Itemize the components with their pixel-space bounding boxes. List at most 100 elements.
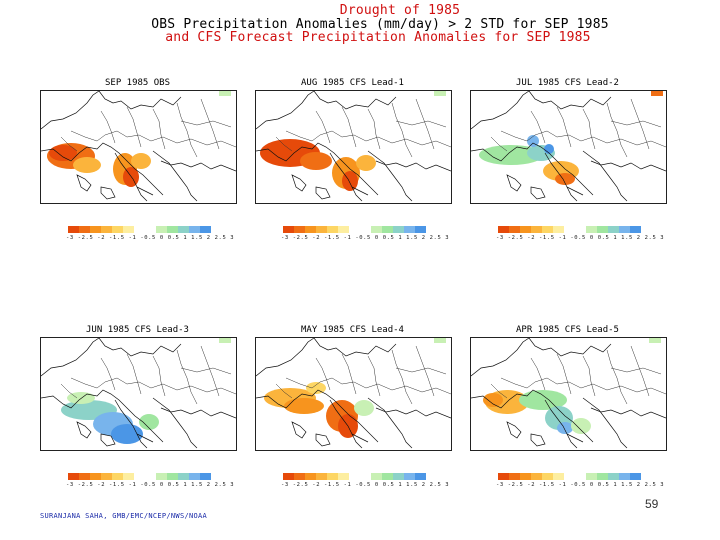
coastline bbox=[256, 338, 315, 377]
colorbar-swatch bbox=[79, 473, 90, 480]
colorbar-swatch bbox=[167, 473, 178, 480]
colorbar-labels: -3 -2.5 -2 -1.5 -1 -0.5 0 0.5 1 1.5 2 2.… bbox=[66, 482, 235, 488]
colorbar-swatch bbox=[189, 226, 200, 233]
colorbar-swatch bbox=[167, 226, 178, 233]
coastline bbox=[367, 397, 413, 449]
colorbar-swatch bbox=[338, 226, 349, 233]
anomaly-region bbox=[67, 392, 95, 404]
colorbar-swatch bbox=[520, 473, 531, 480]
coastline bbox=[41, 142, 164, 196]
coastline bbox=[41, 338, 100, 377]
country-border bbox=[126, 353, 142, 395]
colorbar-swatch bbox=[123, 226, 134, 233]
coastline bbox=[100, 433, 116, 447]
country-border bbox=[391, 349, 413, 405]
coastline bbox=[590, 160, 666, 172]
country-border bbox=[200, 345, 220, 397]
colorbar bbox=[498, 226, 641, 233]
country-border bbox=[70, 377, 236, 395]
colorbar-swatch bbox=[305, 226, 316, 233]
colorbar-swatch bbox=[189, 473, 200, 480]
coastline bbox=[136, 186, 154, 196]
coastline bbox=[530, 433, 546, 447]
country-border bbox=[610, 120, 662, 128]
country-border bbox=[315, 357, 331, 391]
country-border bbox=[341, 106, 357, 148]
colorbar-swatch bbox=[564, 473, 575, 480]
anomaly-map bbox=[470, 337, 667, 451]
colorbar-swatch bbox=[586, 473, 597, 480]
anomaly-map bbox=[40, 90, 237, 204]
country-border bbox=[415, 345, 435, 397]
coastline bbox=[256, 91, 315, 130]
anomaly-region bbox=[557, 422, 573, 434]
anomaly-region bbox=[571, 418, 591, 434]
colorbar-swatch bbox=[575, 473, 586, 480]
coastline bbox=[100, 186, 116, 200]
anomaly-region bbox=[219, 338, 231, 343]
coastline bbox=[41, 91, 100, 130]
country-border bbox=[556, 353, 572, 395]
colorbar-swatch bbox=[608, 226, 619, 233]
colorbar-swatch bbox=[597, 473, 608, 480]
colorbar-swatch bbox=[101, 473, 112, 480]
colorbar-swatch bbox=[509, 226, 520, 233]
panel-title: MAY 1985 CFS Lead-4 bbox=[301, 325, 404, 335]
colorbar-swatch bbox=[90, 473, 101, 480]
coastline bbox=[530, 186, 546, 200]
coastline bbox=[98, 91, 182, 110]
colorbar-swatch bbox=[619, 226, 630, 233]
panel-title: SEP 1985 OBS bbox=[104, 78, 171, 88]
colorbar-swatch bbox=[79, 226, 90, 233]
colorbar-swatch bbox=[630, 226, 641, 233]
country-border bbox=[341, 353, 357, 395]
panel-title: APR 1985 CFS Lead-5 bbox=[516, 325, 619, 335]
coastline bbox=[114, 152, 148, 202]
colorbar-labels: -3 -2.5 -2 -1.5 -1 -0.5 0 0.5 1 1.5 2 2.… bbox=[281, 482, 450, 488]
coastline bbox=[98, 338, 182, 357]
colorbar-swatch bbox=[564, 226, 575, 233]
anomaly-region bbox=[434, 91, 446, 96]
colorbar-swatch bbox=[498, 226, 509, 233]
anomaly-region bbox=[519, 390, 567, 410]
coastline bbox=[471, 91, 530, 130]
map-canvas bbox=[471, 338, 666, 449]
coastline bbox=[152, 150, 198, 202]
map-canvas bbox=[41, 91, 236, 202]
coastline bbox=[313, 338, 397, 357]
coastline bbox=[160, 407, 236, 419]
colorbar-labels: -3 -2.5 -2 -1.5 -1 -0.5 0 0.5 1 1.5 2 2.… bbox=[66, 235, 235, 241]
country-border bbox=[315, 110, 331, 144]
country-border bbox=[180, 367, 232, 375]
colorbar-labels: -3 -2.5 -2 -1.5 -1 -0.5 0 0.5 1 1.5 2 2.… bbox=[496, 482, 665, 488]
colorbar-swatch bbox=[586, 226, 597, 233]
colorbar-swatch bbox=[316, 226, 327, 233]
coastline bbox=[152, 397, 198, 449]
colorbar-swatch bbox=[520, 226, 531, 233]
anomaly-region bbox=[300, 152, 332, 170]
country-border bbox=[530, 357, 546, 391]
coastline bbox=[471, 389, 594, 443]
coastline bbox=[590, 407, 666, 419]
coastline bbox=[582, 397, 628, 449]
coastline bbox=[528, 338, 612, 357]
colorbar-swatch bbox=[553, 473, 564, 480]
coastline bbox=[375, 160, 451, 172]
country-border bbox=[530, 110, 546, 144]
country-border bbox=[100, 357, 116, 391]
country-border bbox=[606, 102, 628, 158]
anomaly-region bbox=[131, 153, 151, 169]
coastline bbox=[471, 338, 530, 377]
colorbar-swatch bbox=[145, 473, 156, 480]
anomaly-region bbox=[479, 145, 543, 165]
colorbar-swatch bbox=[134, 226, 145, 233]
coastline bbox=[136, 433, 154, 443]
country-border bbox=[395, 120, 447, 128]
colorbar bbox=[68, 473, 211, 480]
colorbar-swatch bbox=[498, 473, 509, 480]
country-border bbox=[367, 355, 381, 397]
colorbar-swatch bbox=[404, 226, 415, 233]
country-border bbox=[275, 136, 293, 152]
country-border bbox=[630, 98, 650, 150]
colorbar-swatch bbox=[349, 226, 360, 233]
